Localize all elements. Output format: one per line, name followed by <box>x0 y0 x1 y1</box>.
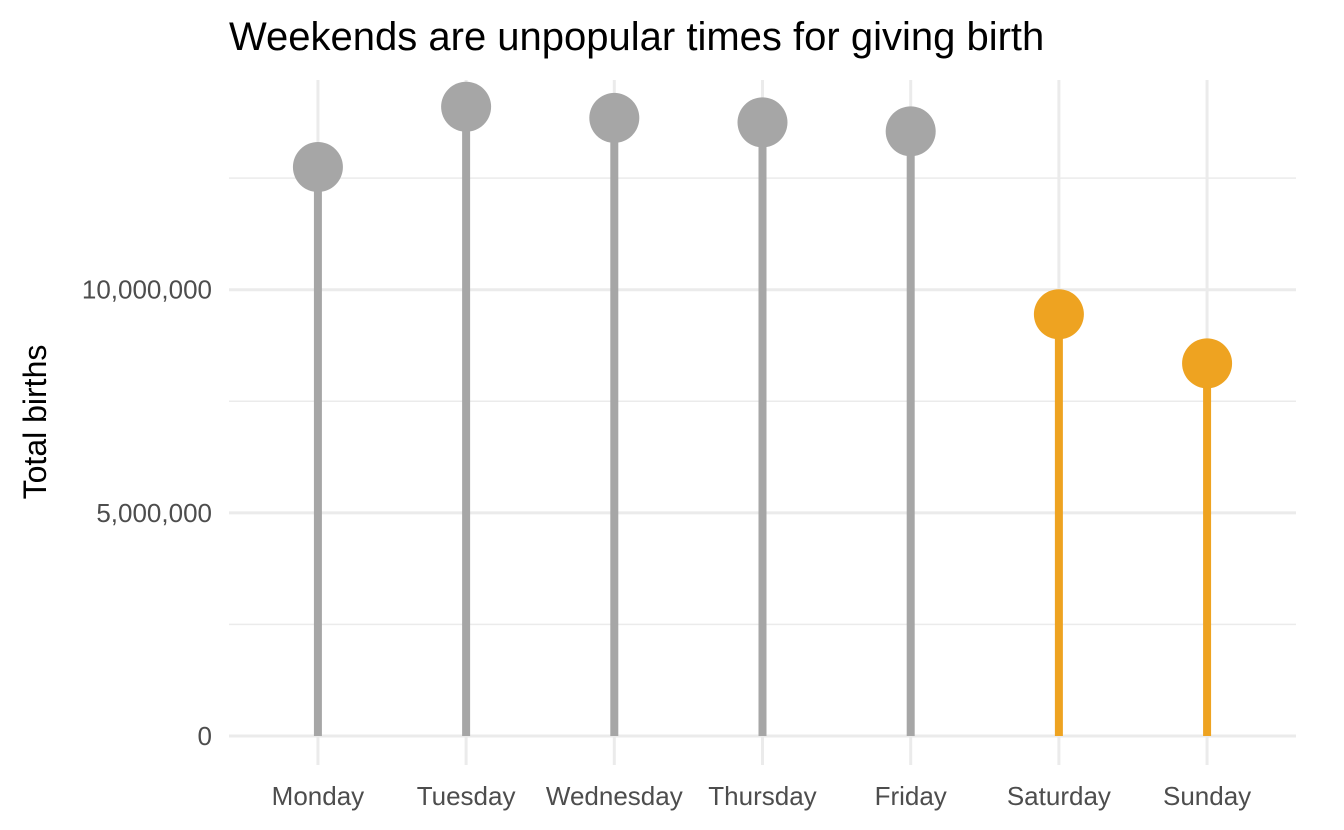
chart-title: Weekends are unpopular times for giving … <box>229 15 1044 59</box>
x-tick-label: Saturday <box>1007 781 1111 811</box>
lollipop-point <box>589 92 640 143</box>
x-tick-label: Monday <box>272 781 365 811</box>
x-tick-label: Thursday <box>708 781 816 811</box>
x-tick-label: Sunday <box>1163 781 1251 811</box>
lollipop-point <box>885 106 936 157</box>
y-axis-label: Total births <box>17 345 53 500</box>
y-tick-label: 0 <box>198 721 212 751</box>
lollipop-point <box>737 97 788 148</box>
x-tick-label: Friday <box>875 781 947 811</box>
y-tick-label: 5,000,000 <box>96 498 212 528</box>
lollipop-marks <box>292 81 1233 736</box>
y-tick-label: 10,000,000 <box>82 275 212 305</box>
lollipop-point <box>292 142 343 193</box>
x-axis-ticks: Monday Tuesday Wednesday Thursday Friday Satu… <box>272 781 1252 811</box>
lollipop-point <box>1033 289 1084 340</box>
y-axis-ticks: 0 5,000,000 10,000,000 <box>82 275 212 751</box>
x-tick-label: Wednesday <box>546 781 683 811</box>
x-tick-label: Tuesday <box>417 781 516 811</box>
lollipop-point <box>441 81 492 132</box>
lollipop-point <box>1182 338 1233 389</box>
